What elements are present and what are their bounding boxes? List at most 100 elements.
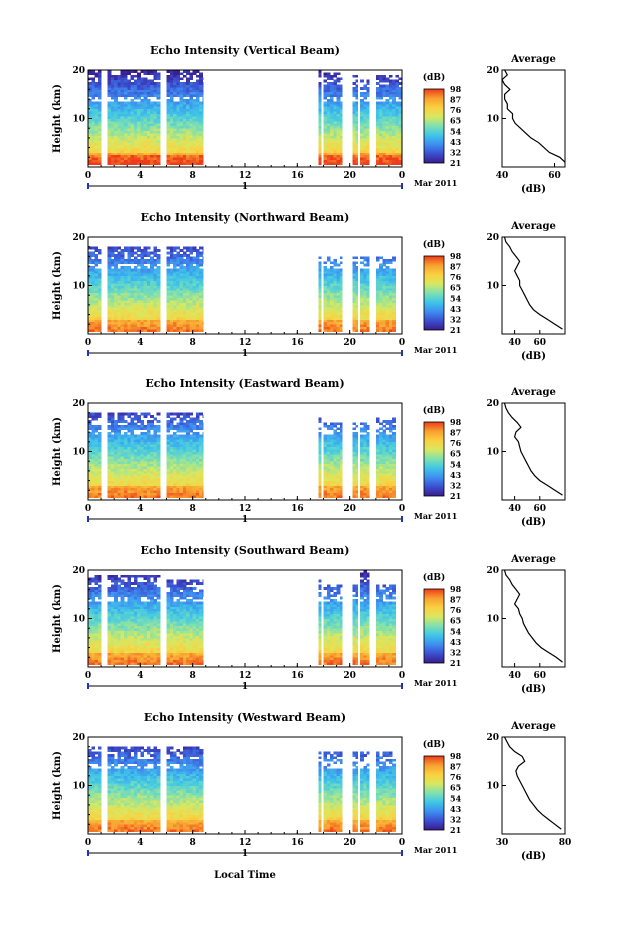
- heatmap-cell: [150, 154, 154, 158]
- heatmap-cell: [179, 480, 184, 484]
- heatmap-cell: [97, 123, 102, 127]
- heatmap-cell: [336, 94, 341, 98]
- heatmap-cell: [124, 475, 128, 479]
- heatmap-cell: [202, 137, 204, 141]
- heatmap-cell: [363, 451, 368, 455]
- heatmap-cell: [150, 275, 154, 279]
- heatmap-cell: [336, 113, 341, 117]
- heatmap-cell: [388, 275, 393, 279]
- heatmap-cell: [192, 436, 197, 440]
- heatmap-cell: [202, 135, 204, 139]
- heatmap-cell: [88, 321, 92, 325]
- heatmap-cell: [179, 84, 184, 88]
- heatmap-cell: [114, 458, 118, 462]
- heatmap-cell: [130, 324, 135, 328]
- heatmap-cell: [392, 123, 396, 127]
- heatmap-cell: [117, 79, 122, 83]
- heatmap-cell: [114, 314, 118, 318]
- heatmap-cell: [114, 120, 118, 124]
- heatmap-cell: [333, 89, 337, 93]
- heatmap-cell: [137, 297, 141, 301]
- heatmap-cell: [189, 468, 194, 472]
- heatmap-cell: [323, 473, 328, 477]
- heatmap-cell: [156, 475, 161, 479]
- heatmap-cell: [127, 290, 131, 294]
- heatmap-cell: [355, 292, 358, 296]
- heatmap-cell: [323, 444, 328, 447]
- heatmap-cell: [137, 321, 141, 325]
- heatmap-cell: [107, 458, 112, 462]
- heatmap-cell: [333, 495, 337, 498]
- heatmap-cell: [120, 266, 125, 269]
- heatmap-cell: [363, 280, 368, 284]
- heatmap-cell: [133, 415, 138, 418]
- heatmap-cell: [166, 463, 171, 467]
- colorbar-tick-label: 65: [450, 116, 461, 126]
- heatmap-cell: [107, 275, 112, 279]
- heatmap-cell: [146, 84, 151, 88]
- heatmap-cell: [153, 154, 158, 158]
- heatmap-cell: [133, 480, 138, 484]
- heatmap-cell: [107, 295, 112, 298]
- heatmap-cell: [202, 329, 204, 332]
- heatmap-cell: [360, 422, 364, 426]
- heatmap-cell: [146, 483, 151, 486]
- heatmap-cell: [323, 439, 328, 443]
- heatmap-cell: [176, 152, 180, 156]
- heatmap-cell: [120, 473, 125, 477]
- heatmap-cell: [166, 283, 171, 286]
- heatmap-cell: [199, 312, 203, 315]
- heatmap-cell: [192, 475, 197, 479]
- heatmap-cell: [192, 473, 197, 477]
- heatmap-cell: [156, 297, 161, 301]
- heatmap-cell: [339, 483, 343, 486]
- heatmap-cell: [114, 470, 118, 474]
- heatmap-cell: [195, 147, 200, 151]
- heatmap-cell: [199, 125, 203, 129]
- heatmap-cell: [124, 326, 128, 330]
- heatmap-cell: [336, 118, 341, 122]
- heatmap-cell: [150, 106, 154, 110]
- heatmap-cell: [137, 302, 141, 306]
- heatmap-cell: [91, 439, 95, 443]
- heatmap-cell: [195, 314, 200, 318]
- heatmap-cell: [326, 487, 331, 491]
- heatmap-cell: [199, 87, 203, 90]
- heatmap-cell: [140, 130, 144, 134]
- heatmap-cell: [375, 278, 380, 281]
- heatmap-cell: [173, 273, 177, 277]
- heatmap-cell: [133, 312, 138, 315]
- heatmap-cell: [182, 150, 187, 153]
- heatmap-cell: [195, 254, 200, 257]
- heatmap-cell: [124, 280, 128, 284]
- heatmap-cell: [333, 125, 337, 129]
- heatmap-cell: [114, 280, 118, 284]
- heatmap-cell: [124, 72, 128, 76]
- heatmap-cell: [133, 444, 138, 447]
- heatmap-cell: [114, 128, 118, 131]
- heatmap-cell: [140, 420, 144, 423]
- heatmap-cell: [195, 480, 200, 484]
- heatmap-cell: [169, 150, 174, 153]
- heatmap-cell: [375, 312, 380, 315]
- heatmap-cell: [336, 159, 341, 163]
- heatmap-cell: [186, 101, 190, 105]
- heatmap-cell: [150, 125, 154, 129]
- heatmap-cell: [192, 72, 197, 76]
- colorbar-tick-label: 54: [450, 126, 462, 136]
- heatmap-cell: [130, 111, 135, 114]
- heatmap-cell: [166, 140, 171, 144]
- heatmap-cell: [326, 87, 331, 90]
- heatmap-cell: [117, 275, 122, 279]
- heatmap-cell: [195, 137, 200, 141]
- heatmap-cell: [127, 251, 131, 255]
- heatmap-cell: [91, 300, 95, 303]
- heatmap-cell: [182, 487, 187, 491]
- heatmap-cell: [133, 304, 138, 308]
- heatmap-cell: [166, 466, 171, 469]
- heatmap-cell: [333, 470, 337, 474]
- heatmap-cell: [330, 152, 334, 156]
- heatmap-cell: [395, 116, 400, 119]
- heatmap-cell: [88, 441, 92, 445]
- heatmap-cell: [97, 128, 102, 131]
